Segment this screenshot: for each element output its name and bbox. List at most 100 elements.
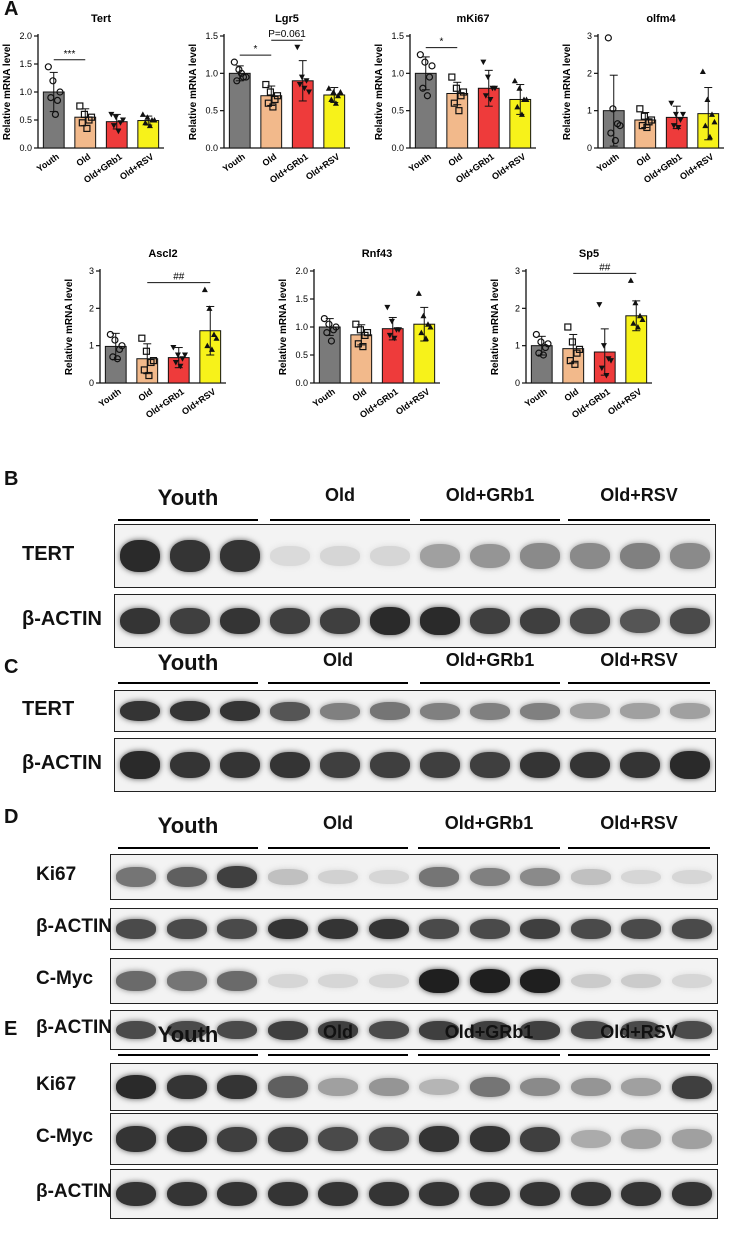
data-point — [611, 136, 620, 145]
data-point — [230, 58, 238, 66]
band — [620, 703, 660, 719]
band — [670, 751, 710, 779]
band — [220, 700, 260, 722]
group-label: Youth — [157, 1022, 219, 1047]
data-point — [115, 128, 122, 135]
band — [267, 1126, 308, 1152]
bar-chart-mki67: mKi67 Relative mRNA level 0.0 0.5 1.0 1.5 Yout… — [372, 10, 552, 205]
data-point — [706, 133, 713, 140]
data-point — [149, 356, 158, 365]
band — [120, 700, 160, 722]
band — [217, 1181, 258, 1207]
band — [166, 1020, 207, 1040]
data-point — [140, 366, 148, 374]
blot-row-label: TERT — [22, 698, 75, 720]
data-point — [487, 96, 494, 103]
blot-row-label: β-ACTIN — [36, 916, 112, 937]
band — [621, 1129, 662, 1149]
data-point — [448, 73, 456, 81]
band — [370, 545, 410, 567]
band — [320, 702, 360, 720]
group-label: Old — [325, 485, 355, 505]
y-tick-label: 3 — [515, 266, 520, 276]
data-point — [179, 356, 186, 362]
data-point — [459, 88, 468, 96]
data-point — [170, 345, 177, 351]
data-point — [327, 337, 336, 345]
data-point — [532, 330, 540, 339]
x-tick-label: Youth — [35, 151, 61, 173]
data-point — [144, 114, 151, 120]
band — [469, 919, 510, 939]
data-point — [112, 114, 119, 121]
data-point — [604, 34, 612, 42]
band — [267, 973, 308, 989]
y-tick-label: 1.0 — [391, 68, 404, 78]
data-point — [516, 85, 523, 91]
band — [520, 608, 560, 634]
data-point — [87, 113, 96, 121]
y-tick-label: 1.5 — [19, 59, 32, 69]
data-point — [544, 340, 552, 348]
data-point — [482, 93, 489, 99]
band — [320, 545, 360, 567]
y-tick-label: 0.5 — [205, 106, 218, 116]
blot-strip — [110, 854, 718, 900]
band — [419, 919, 460, 939]
chart-title: mKi67 — [456, 13, 489, 25]
data-point — [323, 328, 331, 337]
band — [420, 752, 460, 778]
western-blot-d: Youth Old Old+GRb1 Old+RSV Ki67 β-ACTIN C-Myc β… — [0, 810, 754, 1050]
band — [671, 1020, 712, 1040]
x-tick-label: Old — [350, 386, 368, 403]
blot-strip — [114, 690, 716, 732]
group-label: Youth — [157, 813, 219, 838]
chart-title: Sp5 — [579, 248, 599, 260]
significance-label: *** — [64, 49, 76, 60]
data-point — [51, 110, 60, 119]
data-point — [146, 122, 153, 129]
band — [570, 1129, 611, 1149]
data-point — [708, 111, 715, 117]
data-point — [325, 320, 333, 328]
band — [116, 919, 157, 939]
band — [318, 1078, 359, 1096]
data-point — [328, 96, 335, 102]
blot-strip — [110, 958, 718, 1004]
band — [570, 1020, 611, 1040]
panel-label-c: C — [4, 656, 19, 678]
band — [520, 1181, 561, 1207]
bar-chart-rnf43: Rnf43 Relative mRNA level 0.0 0.5 1.0 1.5 2.0 Y… — [276, 245, 456, 440]
band — [217, 919, 258, 939]
data-point — [634, 324, 641, 330]
data-point — [273, 92, 282, 100]
data-point — [514, 103, 521, 110]
data-point — [269, 103, 277, 111]
western-blot-e: Youth Old Old+GRb1 Old+RSV Ki67 C-Myc β-ACTIN — [0, 1022, 754, 1245]
data-point — [118, 342, 126, 350]
data-point — [356, 326, 365, 334]
band — [621, 1181, 662, 1207]
group-label: Old+RSV — [600, 485, 678, 505]
data-point — [113, 355, 122, 363]
data-point — [422, 335, 429, 341]
blot-row-label: β-ACTIN — [22, 608, 102, 630]
data-point — [391, 335, 398, 342]
y-tick-label: 3 — [89, 266, 94, 276]
data-point — [177, 363, 184, 370]
data-point — [632, 299, 639, 306]
data-point — [425, 73, 434, 81]
band — [570, 1181, 611, 1207]
band — [671, 1129, 712, 1149]
data-point — [616, 121, 624, 130]
significance-label: P=0.061 — [268, 29, 306, 40]
data-point — [210, 331, 217, 337]
panel-label-b: B — [4, 468, 19, 490]
band — [217, 1075, 258, 1099]
data-point — [204, 342, 211, 349]
band — [217, 1126, 258, 1152]
band — [267, 918, 308, 940]
chart-title: Ascl2 — [148, 248, 177, 260]
band — [220, 607, 260, 635]
band — [419, 867, 460, 887]
